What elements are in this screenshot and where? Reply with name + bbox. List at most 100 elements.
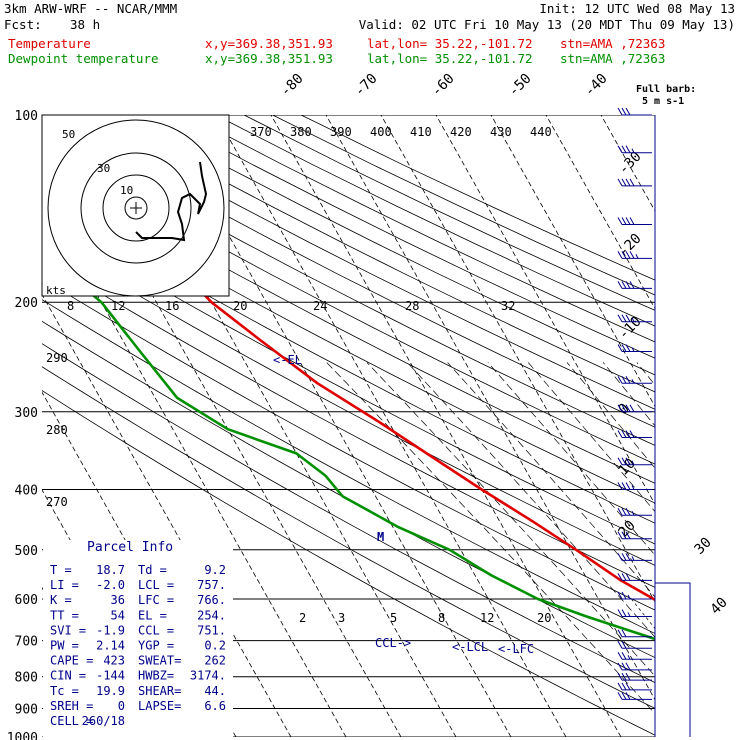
wind-barb-feather	[621, 553, 627, 561]
wind-barb-feather	[625, 281, 631, 289]
wind-barb-feather	[625, 573, 631, 581]
wind-barb-feather	[617, 553, 623, 561]
parcel-value: 254.	[197, 608, 226, 622]
wind-barb-feather	[621, 251, 627, 259]
moist-adiabat	[326, 362, 655, 715]
wind-barb-feather	[625, 376, 631, 384]
speed-label: 32	[501, 299, 515, 313]
isotherm-line	[215, 115, 567, 737]
wind-barb-feather	[625, 251, 631, 259]
wind-barb-feather	[617, 672, 623, 681]
parcel-value: 262	[204, 654, 226, 668]
pressure-tick-label: 100	[15, 109, 38, 124]
parcel-value: -144	[96, 669, 125, 683]
wind-barb-feather	[621, 482, 627, 490]
isotherm-label: 40	[708, 595, 731, 618]
isotherm-label: 30	[692, 535, 715, 558]
parcel-value: 9.2	[204, 563, 226, 577]
mixing-ratio-label: 5	[390, 611, 397, 625]
hodograph-trace	[135, 161, 208, 242]
parcel-label: K =	[50, 593, 72, 607]
isotherm-label: -40	[582, 71, 611, 100]
pressure-tick-label: 800	[15, 671, 38, 686]
parcel-value: 423	[103, 654, 125, 668]
wind-barb-feather	[625, 178, 631, 187]
parcel-value: 3174.	[190, 669, 226, 683]
wind-barb-feather	[621, 652, 627, 660]
pressure-tick-label: 300	[15, 406, 38, 421]
wind-barb-feather	[617, 107, 623, 116]
isotherm-line	[711, 115, 740, 737]
moist-adiabat	[447, 362, 655, 598]
ccl-marker: CCL->	[375, 636, 411, 650]
mixing-ratio-line	[692, 599, 740, 737]
speed-label: 20	[233, 299, 247, 313]
wind-barb-feather	[621, 672, 627, 681]
wind-barb-feather	[621, 507, 627, 516]
wind-barb-feather	[629, 404, 635, 413]
parcel-value: 18.7	[96, 563, 125, 577]
mixing-ratio-label: 12	[480, 611, 494, 625]
wind-barb-feather	[617, 430, 623, 438]
wind-barb-half	[627, 594, 631, 600]
dry-adiabat	[42, 299, 655, 634]
parcel-info-title: Parcel Info	[87, 540, 173, 555]
wind-barb-half	[631, 379, 635, 384]
lfc-marker: <-LFC	[498, 642, 534, 656]
wind-barb-feather	[629, 217, 635, 225]
wind-barb-feather	[625, 692, 631, 700]
speed-label: 12	[111, 299, 125, 313]
wind-barb-feather	[621, 281, 627, 289]
init-time: Init: 12 UTC Wed 08 May 13	[539, 1, 735, 16]
isotherm-line	[490, 115, 655, 408]
wind-barb-feather	[621, 641, 627, 649]
wind-barb-feather	[621, 629, 627, 638]
model-title: 3km ARW-WRF -- NCAR/MMM	[4, 1, 178, 16]
pressure-tick-label: 400	[15, 483, 38, 498]
wind-barb-half	[627, 655, 631, 660]
wind-key-title: Full barb:	[636, 84, 696, 95]
wind-barb-feather	[621, 662, 627, 671]
dew-xy: x,y=369.38,351.93	[205, 51, 333, 66]
theta-e-label: 290	[46, 351, 68, 365]
wind-barb-feather	[629, 251, 635, 259]
pressure-tick-label: 200	[15, 296, 38, 311]
wind-barb-half	[631, 511, 635, 516]
theta-label: 380	[290, 125, 312, 139]
parcel-value: 19.9	[96, 684, 125, 698]
theta-label: 430	[490, 125, 512, 139]
parcel-label: PW =	[50, 639, 79, 653]
wind-barb-feather	[625, 430, 631, 438]
mixing-ratio-line	[725, 599, 740, 737]
parcel-value: 260/18	[82, 714, 125, 728]
dry-adiabat	[42, 238, 655, 566]
moist-adiabat	[407, 362, 655, 638]
parcel-value: 0.2	[204, 639, 226, 653]
parcel-label: LI =	[50, 578, 79, 592]
theta-label: 370	[250, 125, 272, 139]
mixing-ratio-label: 2	[299, 611, 306, 625]
parcel-label: TT =	[50, 608, 79, 622]
wind-panel-outline	[654, 498, 691, 737]
wind-barb-feather	[621, 376, 627, 384]
isotherm-line	[380, 115, 655, 603]
dry-adiabat	[42, 366, 655, 709]
dry-adiabat	[73, 115, 655, 410]
parcel-label: Tc =	[50, 684, 79, 698]
parcel-value: 757.	[197, 578, 226, 592]
wind-barb-feather	[625, 457, 631, 465]
isotherm-line	[42, 293, 292, 737]
dry-adiabat	[42, 129, 655, 446]
parcel-label: CELL =	[50, 714, 93, 728]
dry-adiabat	[243, 115, 655, 311]
wind-barb-feather	[621, 609, 627, 617]
wind-barb-feather	[617, 629, 623, 638]
parcel-info-panel	[43, 540, 233, 737]
wind-barb-feather	[621, 573, 627, 581]
wind-barb-feather	[625, 344, 631, 352]
dry-adiabat	[42, 390, 655, 736]
wind-barb-feather	[625, 107, 631, 116]
wind-barb-feather	[617, 507, 623, 516]
parcel-value: -1.9	[96, 623, 125, 637]
wind-barb-feather	[617, 314, 623, 323]
